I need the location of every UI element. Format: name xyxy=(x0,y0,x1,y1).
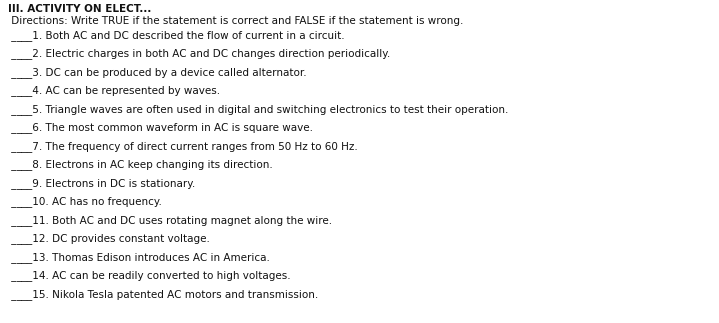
Text: ____2. Electric charges in both AC and DC changes direction periodically.: ____2. Electric charges in both AC and D… xyxy=(8,48,390,59)
Text: ____9. Electrons in DC is stationary.: ____9. Electrons in DC is stationary. xyxy=(8,178,196,189)
Text: ____3. DC can be produced by a device called alternator.: ____3. DC can be produced by a device ca… xyxy=(8,67,306,78)
Text: ____15. Nikola Tesla patented AC motors and transmission.: ____15. Nikola Tesla patented AC motors … xyxy=(8,289,319,300)
Text: ____5. Triangle waves are often used in digital and switching electronics to tes: ____5. Triangle waves are often used in … xyxy=(8,104,508,115)
Text: Directions: Write TRUE if the statement is correct and FALSE if the statement is: Directions: Write TRUE if the statement … xyxy=(8,16,463,26)
Text: ____12. DC provides constant voltage.: ____12. DC provides constant voltage. xyxy=(8,234,210,245)
Text: ____6. The most common waveform in AC is square wave.: ____6. The most common waveform in AC is… xyxy=(8,122,313,133)
Text: ____10. AC has no frequency.: ____10. AC has no frequency. xyxy=(8,196,162,207)
Text: ____4. AC can be represented by waves.: ____4. AC can be represented by waves. xyxy=(8,86,220,96)
Text: ____7. The frequency of direct current ranges from 50 Hz to 60 Hz.: ____7. The frequency of direct current r… xyxy=(8,141,358,152)
Text: ____8. Electrons in AC keep changing its direction.: ____8. Electrons in AC keep changing its… xyxy=(8,160,273,171)
Text: ____11. Both AC and DC uses rotating magnet along the wire.: ____11. Both AC and DC uses rotating mag… xyxy=(8,215,332,226)
Text: III. ACTIVITY ON ELECT...: III. ACTIVITY ON ELECT... xyxy=(8,4,152,14)
Text: ____14. AC can be readily converted to high voltages.: ____14. AC can be readily converted to h… xyxy=(8,270,290,281)
Text: ____1. Both AC and DC described the flow of current in a circuit.: ____1. Both AC and DC described the flow… xyxy=(8,30,344,41)
Text: ____13. Thomas Edison introduces AC in America.: ____13. Thomas Edison introduces AC in A… xyxy=(8,252,270,263)
